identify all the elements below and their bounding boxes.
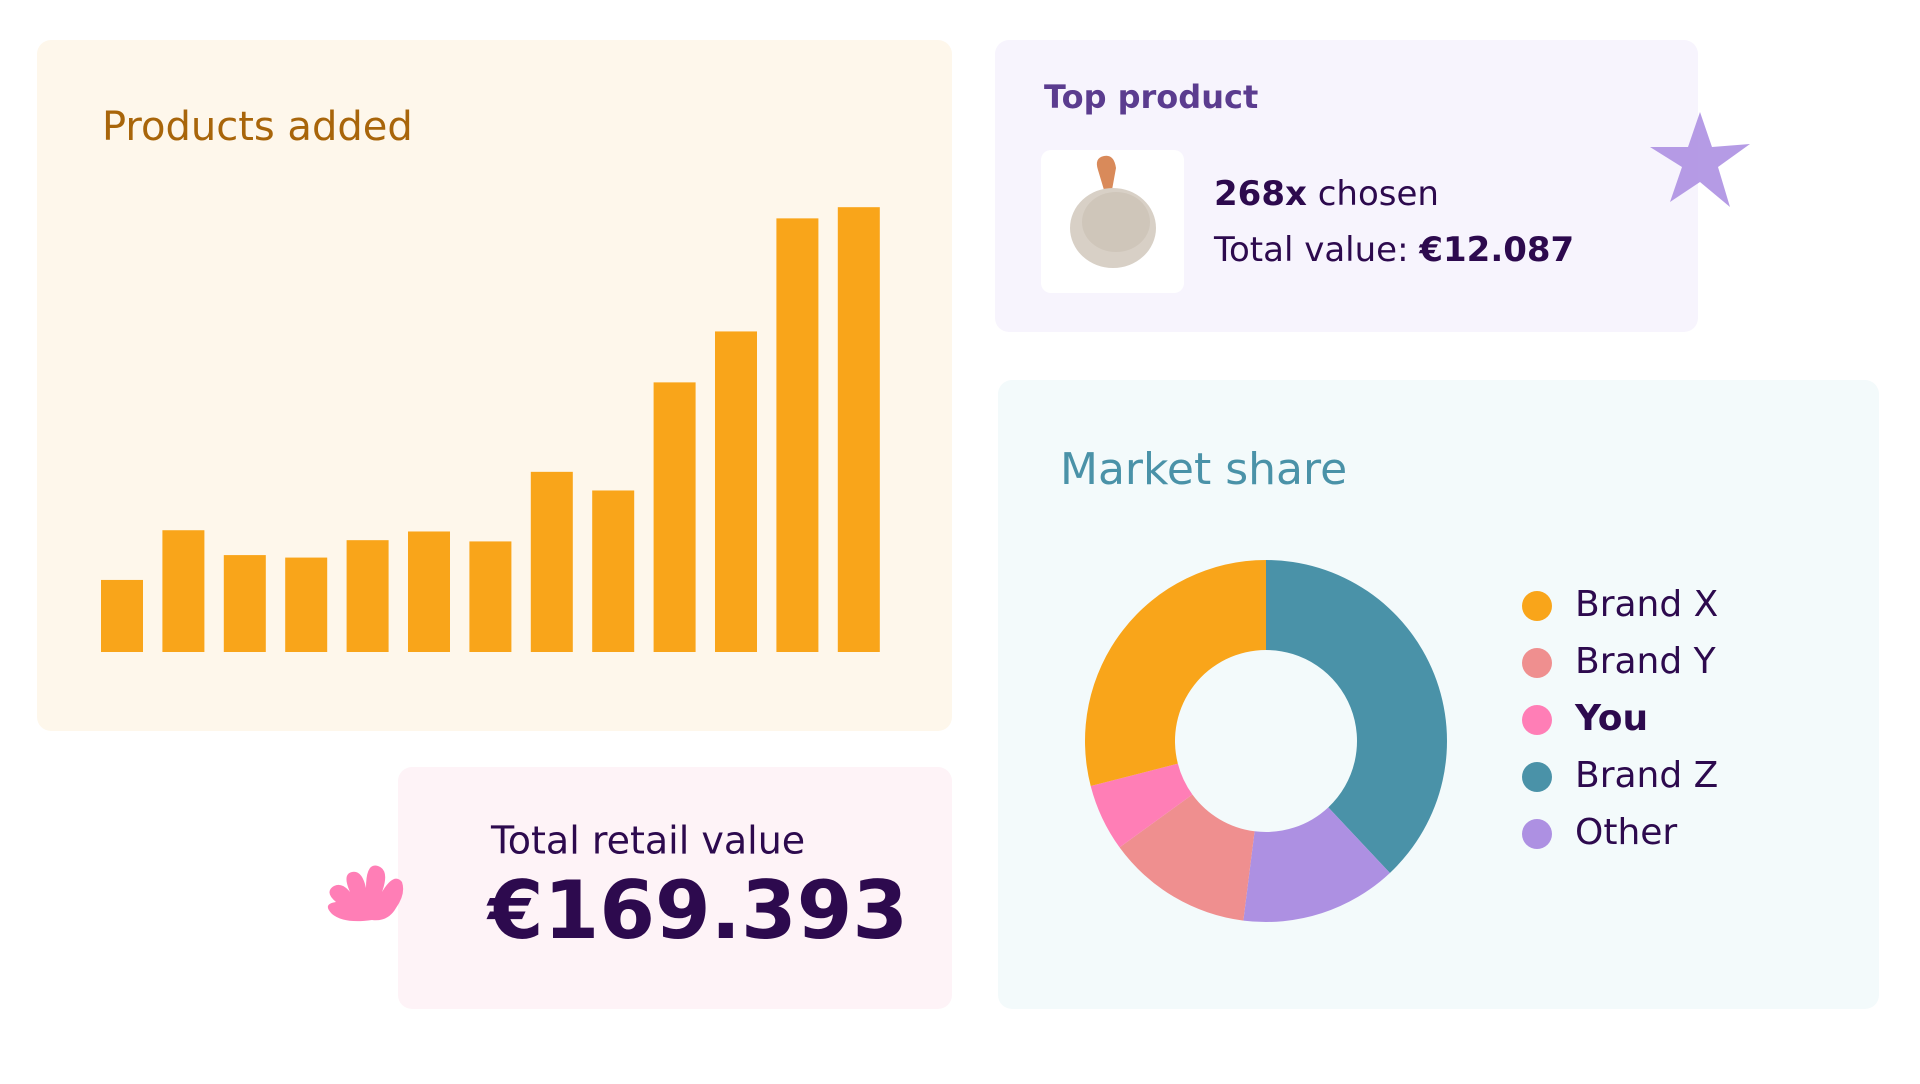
chosen-line: 268x chosen	[1214, 174, 1439, 214]
legend-dot	[1522, 819, 1552, 849]
chosen-count: 268x	[1214, 174, 1307, 214]
value-text: Total value:	[1213, 230, 1409, 270]
legend-label: You	[1574, 698, 1648, 739]
bar	[408, 531, 450, 652]
top-product-title: Top product	[1044, 78, 1258, 116]
bar	[223, 555, 266, 652]
legend: Brand X Brand Y You Brand Z Other	[1522, 584, 1718, 853]
bar	[162, 530, 205, 652]
retail-label: Total retail value	[490, 819, 805, 863]
bar	[715, 331, 757, 652]
bar	[592, 490, 635, 652]
market-title: Market share	[1060, 444, 1347, 495]
legend-label: Brand Z	[1575, 755, 1718, 796]
donut-segment	[1119, 794, 1255, 921]
bar	[101, 579, 143, 652]
bar	[285, 557, 328, 652]
bar	[837, 207, 880, 652]
bar-group	[101, 207, 880, 652]
retail-value: €169.393	[486, 864, 908, 957]
bar	[346, 540, 389, 652]
legend-dot	[1522, 591, 1552, 621]
legend-dot	[1522, 648, 1552, 678]
donut-segment	[1243, 807, 1390, 922]
star-decoration	[1650, 112, 1750, 207]
legend-label: Other	[1575, 812, 1677, 853]
hand-decoration	[327, 865, 404, 922]
donut-segment	[1266, 560, 1447, 873]
legend-label: Brand X	[1575, 584, 1718, 625]
legend-dot	[1522, 762, 1552, 792]
legend-dot	[1522, 705, 1552, 735]
donut-segment	[1090, 763, 1193, 848]
retail-card	[398, 767, 952, 1009]
value-line: Total value: €12.087	[1213, 230, 1574, 270]
chosen-text: chosen	[1318, 174, 1439, 214]
bar	[530, 471, 573, 652]
products-title: Products added	[102, 104, 413, 150]
speaker-icon	[1070, 155, 1156, 268]
bar	[653, 382, 696, 652]
bar	[776, 218, 819, 652]
donut	[1085, 560, 1447, 922]
bar	[469, 541, 512, 652]
legend-label: Brand Y	[1575, 641, 1717, 682]
value: €12.087	[1418, 230, 1574, 270]
donut-segment	[1085, 560, 1266, 787]
